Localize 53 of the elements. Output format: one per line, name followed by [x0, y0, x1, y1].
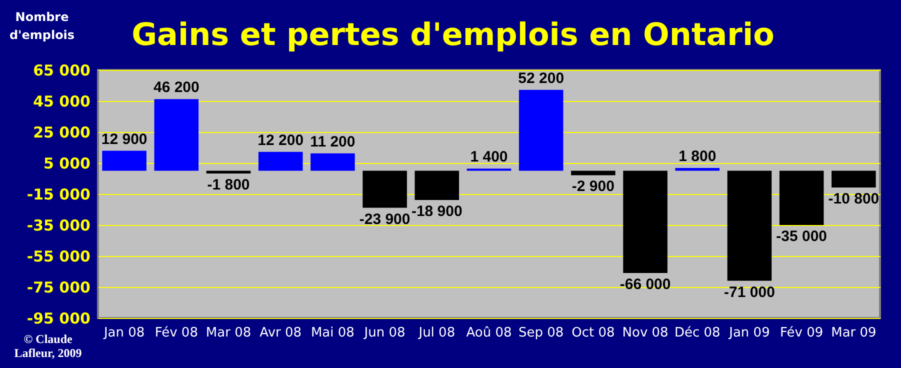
chart-title: Gains et pertes d'emplois en Ontario — [132, 17, 774, 53]
bar — [414, 170, 460, 200]
y-tick-label: -35 000 — [26, 216, 90, 234]
y-tick-label: -15 000 — [26, 186, 90, 204]
x-tick-label: Jun 08 — [363, 326, 406, 340]
data-label: 12 200 — [258, 132, 304, 149]
x-tick-label: Fév 08 — [154, 326, 198, 340]
bar — [102, 150, 146, 171]
x-tick-label: Oct 08 — [572, 326, 615, 340]
data-label: -18 900 — [411, 203, 462, 220]
x-tick-label: Jan 08 — [102, 326, 145, 340]
y-tick-label: -55 000 — [26, 248, 90, 266]
bar — [832, 170, 876, 188]
y-tick-label: -75 000 — [26, 278, 90, 296]
data-label: 46 200 — [153, 79, 200, 96]
data-label: -23 900 — [359, 210, 410, 228]
x-tick-label: Mar 08 — [206, 326, 252, 340]
y-tick-label: 25 000 — [33, 124, 90, 142]
data-label: -1 800 — [207, 176, 250, 194]
data-label: 52 200 — [518, 70, 564, 87]
bar — [779, 170, 824, 225]
bar — [727, 170, 772, 281]
data-label: 1 800 — [678, 148, 716, 165]
bar — [258, 152, 303, 171]
x-tick-label: Nov 08 — [622, 326, 668, 340]
x-tick-label: Déc 08 — [674, 326, 720, 340]
bar — [623, 170, 668, 274]
x-tick-label: Avr 08 — [260, 326, 302, 340]
data-label: -71 000 — [724, 284, 775, 301]
data-label: -2 900 — [572, 178, 614, 196]
bar — [310, 153, 355, 171]
bar — [518, 90, 564, 171]
data-label: -10 800 — [828, 190, 880, 208]
bar — [675, 168, 720, 171]
y-axis-title: Nombre d'emplois — [9, 10, 75, 42]
x-tick-label: Sep 08 — [518, 326, 564, 340]
x-tick-label: Aoû 08 — [466, 326, 512, 340]
data-label: 1 400 — [470, 148, 508, 166]
data-label: 11 200 — [310, 133, 356, 150]
y-tick-label: 65 000 — [33, 62, 90, 80]
y-tick-label: 5 000 — [44, 154, 90, 172]
x-tick-label: Fév 09 — [780, 326, 824, 340]
bar — [362, 170, 407, 208]
data-label: 12 900 — [101, 130, 148, 148]
x-tick-label: Jul 08 — [418, 326, 456, 340]
x-tick-label: Mar 09 — [831, 326, 876, 340]
text: © Claude Lafleur, 2009 — [14, 332, 82, 360]
x-tick-label: Jan 09 — [728, 326, 770, 340]
data-label: -35 000 — [776, 228, 828, 245]
y-tick-label: -95 000 — [26, 310, 90, 328]
x-tick-label: Mai 08 — [310, 326, 354, 340]
y-tick-label: 45 000 — [33, 92, 90, 110]
bar — [154, 99, 199, 171]
